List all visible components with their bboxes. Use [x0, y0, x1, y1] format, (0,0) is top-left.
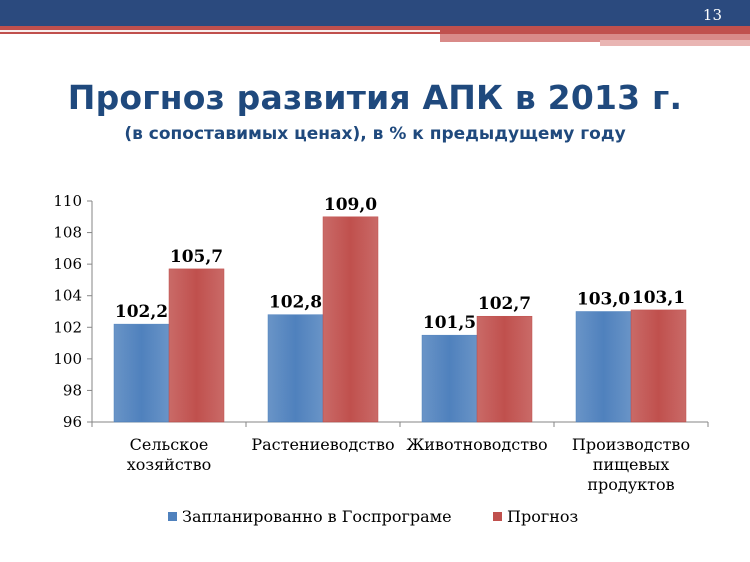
bar: [322, 216, 379, 423]
legend-label: Прогноз: [507, 507, 578, 526]
slide-number: 13: [702, 6, 722, 24]
x-category-label: пищевых: [593, 455, 669, 474]
y-tick-label: 100: [53, 350, 82, 368]
legend-label: Запланированно в Госпрограме: [182, 507, 452, 526]
data-label: 102,7: [478, 294, 531, 314]
y-tick-label: 110: [53, 192, 82, 210]
x-category-label: Растениеводство: [251, 435, 394, 454]
data-label: 102,2: [115, 302, 168, 322]
bar: [421, 334, 478, 423]
y-tick-label: 106: [53, 255, 82, 273]
header-blue-stripe: [0, 0, 750, 26]
slide-title: Прогноз развития АПК в 2013 г.: [67, 78, 683, 117]
x-category-label: Производство: [572, 435, 690, 454]
bar: [113, 323, 170, 423]
slide-subtitle: (в сопоставимых ценах), в % к предыдущем…: [124, 124, 626, 144]
header-red-accent: [440, 34, 750, 42]
header-band: [0, 0, 750, 48]
data-label: 109,0: [324, 195, 377, 215]
data-label: 105,7: [170, 247, 223, 267]
legend-swatch: [493, 512, 502, 521]
y-tick-label: 104: [53, 287, 82, 305]
bar: [168, 268, 225, 423]
y-tick-label: 98: [63, 381, 82, 399]
y-tick-label: 108: [53, 224, 82, 242]
bar: [476, 315, 533, 423]
x-category-label: Животноводство: [406, 435, 547, 454]
data-label: 102,8: [269, 293, 322, 313]
bar: [630, 309, 687, 423]
y-tick-label: 96: [63, 413, 82, 431]
bar: [575, 311, 632, 423]
header-light-accent: [600, 40, 750, 46]
y-tick-label: 102: [53, 318, 82, 336]
legend-swatch: [168, 512, 177, 521]
x-category-label: Сельское: [130, 435, 209, 454]
x-category-label: хозяйство: [127, 455, 212, 474]
header-divider-line: [0, 30, 440, 32]
x-category-label: продуктов: [587, 475, 674, 494]
bar: [267, 314, 324, 423]
data-label: 101,5: [423, 313, 476, 333]
data-label: 103,0: [577, 290, 630, 310]
data-label: 103,1: [632, 288, 685, 308]
